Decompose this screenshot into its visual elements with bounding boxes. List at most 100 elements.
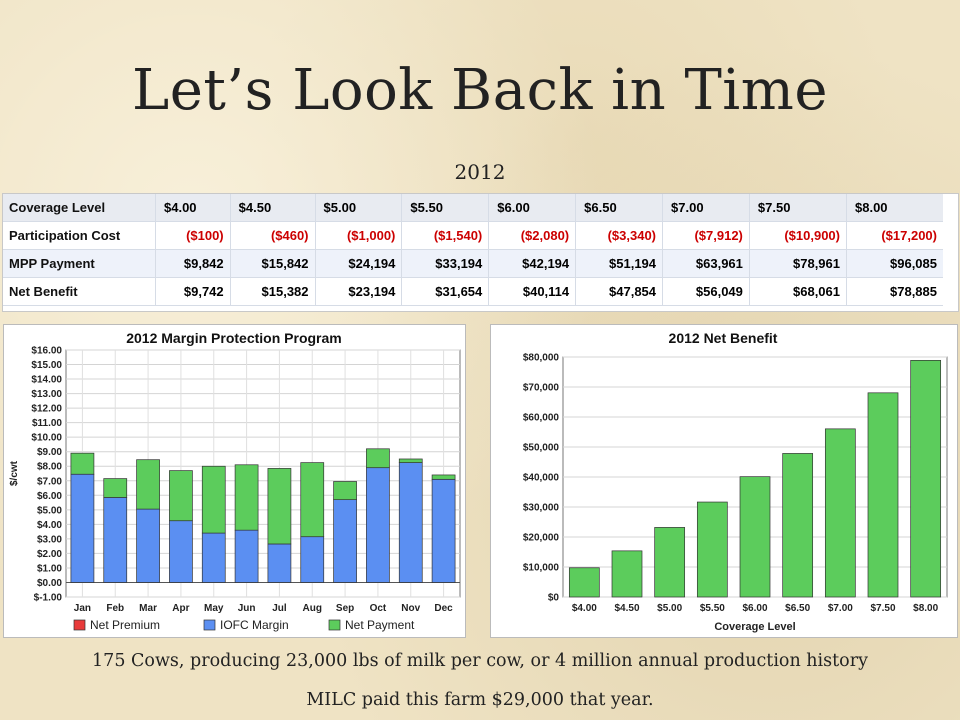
table-cell: $40,114	[488, 277, 576, 306]
bar-segment	[201, 465, 226, 534]
net-benefit-bar-chart: 2012 Net Benefit $80,000 $70,000 $60,000 $50…	[523, 330, 948, 633]
y-tick-label: $30,000	[523, 503, 560, 514]
y-tick-label: $70,000	[523, 383, 560, 394]
table-cell: $9,842	[155, 249, 231, 278]
legend-swatch	[73, 619, 86, 631]
footer-milc-note: MILC paid this farm $29,000 that year.	[306, 690, 654, 710]
x-tick-label: $4.00	[572, 603, 597, 614]
footer-herd-note: 175 Cows, producing 23,000 lbs of milk p…	[92, 651, 868, 671]
y-tick-label: $8.00	[37, 462, 62, 473]
x-tick-label: $5.50	[700, 603, 725, 614]
table-cell: $6.50	[575, 194, 663, 222]
row-label: MPP Payment	[3, 249, 156, 278]
y-tick-label: $4.00	[37, 520, 62, 531]
legend-label: Net Payment	[345, 618, 415, 632]
table-cell: $33,194	[401, 249, 489, 278]
x-tick-label: Feb	[106, 603, 124, 614]
table-cell: $23,194	[314, 277, 402, 306]
table-cell: ($1,540)	[401, 221, 489, 250]
table-cell: ($10,900)	[748, 221, 847, 250]
x-tick-label: Oct	[370, 603, 387, 614]
x-tick-label: $8.00	[913, 603, 938, 614]
table-cell: $15,382	[229, 277, 316, 306]
table-cell: $78,961	[748, 249, 847, 278]
table-cell: $68,061	[748, 277, 847, 306]
table-cell: $78,885	[846, 277, 943, 306]
table-cell: ($2,080)	[488, 221, 576, 250]
table-cell: $47,854	[575, 277, 663, 306]
y-tick-label: $7.00	[37, 476, 62, 487]
table-cell: $6.00	[488, 194, 576, 222]
y-tick-label: $10,000	[523, 563, 560, 574]
coverage-table: Coverage Level $4.00 $4.50 $5.00 $5.50 $…	[2, 193, 959, 312]
table-cell: $15,842	[229, 249, 316, 278]
table-row-coverage-level: Coverage Level $4.00 $4.50 $5.00 $5.50 $…	[3, 194, 943, 222]
row-label: Net Benefit	[3, 277, 156, 306]
x-tick-label: Dec	[434, 603, 453, 614]
bar-segment	[300, 536, 325, 583]
x-tick-label: Jun	[238, 603, 256, 614]
x-tick-label: $6.50	[785, 603, 810, 614]
y-tick-label: $0.00	[37, 578, 62, 589]
table-cell: ($100)	[155, 221, 231, 250]
y-tick-label: $20,000	[523, 533, 560, 544]
bar-segment	[366, 448, 390, 469]
y-axis-label: $/cwt	[9, 460, 20, 486]
bar-segment	[431, 478, 456, 583]
table-cell: $7.00	[662, 194, 750, 222]
bar	[782, 453, 814, 598]
table-cell: $63,961	[662, 249, 750, 278]
table-cell: $51,194	[575, 249, 663, 278]
y-tick-label: $6.00	[37, 491, 62, 502]
y-tick-label: $11.00	[32, 418, 62, 429]
y-tick-label: $14.00	[31, 375, 62, 386]
bar-segment	[267, 543, 292, 583]
net-benefit-chart-panel: 2012 Net Benefit $80,000 $70,000 $60,000 $50…	[490, 324, 958, 638]
y-tick-label: $15.00	[31, 360, 62, 371]
chart-title: 2012 Margin Protection Program	[126, 330, 342, 346]
table-cell: $7.50	[748, 194, 847, 222]
bar-segment	[201, 532, 226, 583]
bar	[739, 476, 771, 598]
bar	[824, 428, 856, 598]
legend-label: Net Premium	[90, 618, 160, 632]
y-tick-label: $80,000	[523, 353, 560, 364]
x-tick-label: Apr	[172, 603, 189, 614]
y-tick-label: $5.00	[37, 505, 62, 516]
legend-swatch	[328, 619, 341, 631]
table-cell: ($460)	[229, 221, 316, 250]
y-tick-label: $-1.00	[34, 593, 63, 604]
x-tick-label: $7.00	[828, 603, 853, 614]
bar-segment	[366, 467, 390, 583]
bar-segment	[300, 462, 325, 538]
y-tick-label: $9.00	[37, 447, 62, 458]
y-tick-label: $50,000	[523, 443, 560, 454]
y-tick-label: $1.00	[37, 563, 62, 574]
chart-title: 2012 Net Benefit	[669, 330, 778, 346]
x-tick-label: Jul	[272, 603, 287, 614]
table-cell: $31,654	[401, 277, 489, 306]
bar	[696, 501, 728, 598]
x-tick-label: $5.00	[657, 603, 682, 614]
mpp-chart-panel: 2012 Margin Protection Program $16.00 $15.…	[3, 324, 466, 638]
y-tick-label: $16.00	[31, 346, 62, 357]
x-tick-label: Jan	[74, 603, 91, 614]
y-tick-label: $3.00	[37, 534, 62, 545]
bar-segment	[70, 473, 95, 583]
table-cell: ($17,200)	[846, 221, 943, 250]
table-cell: $9,742	[155, 277, 231, 306]
table-cell: $8.00	[846, 194, 943, 222]
table-cell: $4.50	[229, 194, 316, 222]
bar-segment	[70, 452, 95, 475]
x-tick-label: Nov	[401, 603, 420, 614]
row-label: Participation Cost	[3, 221, 156, 250]
y-tick-label: $13.00	[31, 389, 62, 400]
y-tick-label: $10.00	[31, 433, 62, 444]
table-cell: $96,085	[846, 249, 943, 278]
table-cell: $4.00	[155, 194, 231, 222]
table-cell: $5.50	[401, 194, 489, 222]
table-cell: ($3,340)	[575, 221, 663, 250]
y-tick-label: $2.00	[37, 549, 62, 560]
bar-segment	[234, 464, 259, 531]
bar-segment	[234, 529, 259, 583]
